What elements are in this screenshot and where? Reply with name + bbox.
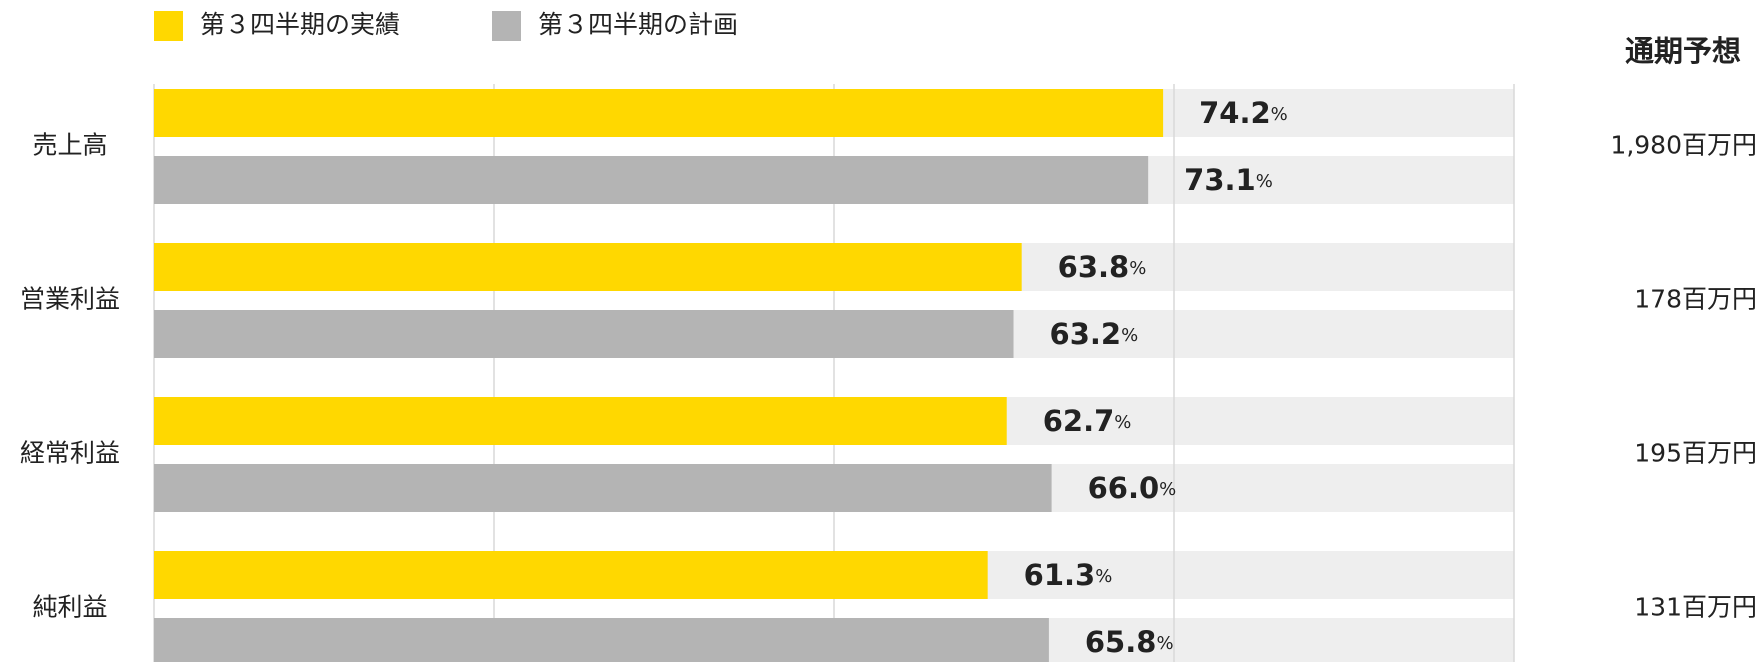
value-label: 74.2%	[1199, 96, 1288, 130]
bar	[154, 156, 1149, 204]
legend-label: 第３四半期の実績	[200, 10, 400, 39]
value-label: 62.7%	[1043, 404, 1132, 438]
bar	[154, 89, 1164, 137]
forecast-label: 131百万円	[1634, 593, 1757, 622]
forecast-label: 1,980百万円	[1610, 131, 1757, 160]
value-label: 63.2%	[1050, 317, 1139, 351]
forecast-title: 通期予想	[1625, 34, 1741, 68]
value-label: 65.8%	[1085, 625, 1174, 659]
forecast-label: 195百万円	[1634, 439, 1757, 468]
bar	[154, 397, 1007, 445]
category-label: 純利益	[32, 593, 107, 622]
bar	[154, 310, 1014, 358]
bar	[154, 464, 1052, 512]
category-label: 営業利益	[20, 285, 120, 314]
category-label: 経常利益	[20, 439, 120, 468]
forecast-label: 178百万円	[1634, 285, 1757, 314]
bar	[154, 243, 1022, 291]
value-label: 73.1%	[1184, 163, 1273, 197]
legend-swatch	[154, 11, 183, 41]
bar	[154, 618, 1049, 666]
value-label: 61.3%	[1024, 558, 1113, 592]
value-label: 63.8%	[1058, 250, 1147, 284]
value-label: 66.0%	[1088, 471, 1177, 505]
bar	[154, 551, 988, 599]
category-label: 売上高	[32, 131, 107, 160]
legend-swatch	[492, 11, 521, 41]
legend-label: 第３四半期の計画	[538, 10, 738, 39]
